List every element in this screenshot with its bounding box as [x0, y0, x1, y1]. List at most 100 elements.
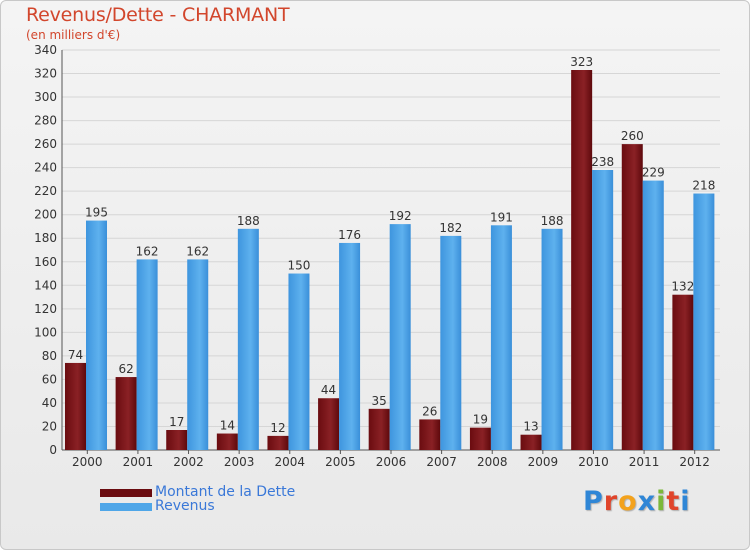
x-tick-label: 2010 — [578, 455, 609, 469]
bar-debt — [621, 144, 643, 450]
data-label-revenus: 218 — [692, 179, 715, 193]
bar-layer — [65, 70, 715, 450]
y-tick-label: 20 — [42, 419, 57, 433]
x-tick-label: 2003 — [224, 455, 255, 469]
legend-swatch-debt — [100, 489, 152, 497]
x-tick-label: 2002 — [173, 455, 204, 469]
bar-revenus — [541, 228, 563, 450]
bar-debt — [469, 427, 491, 450]
bar-debt — [672, 294, 694, 450]
bar-revenus — [187, 259, 209, 450]
data-label-revenus: 195 — [85, 206, 108, 220]
y-tick-label: 320 — [34, 67, 57, 81]
bar-debt — [318, 398, 340, 450]
bar-revenus — [389, 224, 411, 450]
data-label-debt: 132 — [671, 280, 694, 294]
y-tick-label: 140 — [34, 278, 57, 292]
y-tick-label: 260 — [34, 137, 57, 151]
logo-letter: P — [583, 486, 604, 517]
bar-revenus — [693, 193, 715, 450]
bar-debt — [520, 434, 542, 450]
data-label-revenus: 176 — [338, 228, 361, 242]
data-label-revenus: 188 — [541, 214, 564, 228]
x-tick-label: 2008 — [477, 455, 508, 469]
bar-debt — [216, 433, 238, 450]
x-tick-label: 2000 — [72, 455, 103, 469]
y-tick-label: 60 — [42, 372, 57, 386]
y-tick-label: 300 — [34, 90, 57, 104]
x-tick-label: 2012 — [679, 455, 710, 469]
x-tick-label: 2011 — [629, 455, 660, 469]
y-tick-label: 340 — [34, 43, 57, 57]
x-tick-label: 2007 — [426, 455, 457, 469]
data-label-debt: 19 — [473, 413, 488, 427]
data-label-revenus: 229 — [642, 166, 665, 180]
legend-swatch-revenus — [100, 503, 152, 511]
bar-debt — [65, 362, 86, 450]
y-tick-label: 160 — [34, 255, 57, 269]
y-tick-label: 100 — [34, 325, 57, 339]
data-label-debt: 12 — [270, 421, 285, 435]
bar-debt — [166, 430, 188, 450]
data-label-debt: 13 — [523, 420, 538, 434]
bar-debt — [368, 408, 390, 450]
legend-item-debt: Montant de la Dette — [100, 484, 360, 502]
data-label-revenus: 188 — [237, 214, 260, 228]
y-tick-label: 200 — [34, 208, 57, 222]
x-tick-label: 2009 — [528, 455, 559, 469]
logo-letter: i — [680, 486, 691, 517]
y-tick-label: 280 — [34, 114, 57, 128]
logo-letter: o — [618, 486, 638, 517]
chart-subtitle: (en milliers d'€) — [26, 28, 121, 42]
x-tick-label: 2005 — [325, 455, 356, 469]
data-label-debt: 44 — [321, 383, 336, 397]
y-tick-label: 120 — [34, 302, 57, 316]
data-label-revenus: 162 — [136, 244, 159, 258]
data-label-revenus: 182 — [439, 221, 462, 235]
bar-revenus — [136, 259, 158, 450]
bar-debt — [571, 70, 593, 450]
bar-debt — [115, 377, 137, 450]
bar-debt — [267, 435, 289, 450]
data-label-revenus: 162 — [186, 244, 209, 258]
label-layer: 0 20 40 60 80 100 120 140 160 180 200 220 240 260 280 3… — [34, 43, 715, 469]
logo-letter: x — [637, 486, 657, 517]
data-label-revenus: 150 — [288, 259, 311, 273]
logo-letter: t — [666, 486, 681, 517]
bar-debt — [419, 419, 441, 450]
data-label-debt: 62 — [118, 362, 133, 376]
logo-letter: i — [656, 486, 667, 517]
data-label-debt: 26 — [422, 404, 437, 418]
y-tick-label: 180 — [34, 231, 57, 245]
x-tick-label: 2006 — [376, 455, 407, 469]
proxiti-logo: Proxiti — [583, 486, 691, 517]
y-tick-label: 0 — [49, 443, 57, 457]
y-tick-label: 220 — [34, 184, 57, 198]
legend-item-revenus: Revenus — [100, 498, 360, 516]
data-label-revenus: 192 — [389, 209, 412, 223]
data-label-debt: 35 — [372, 394, 387, 408]
bar-revenus — [86, 220, 107, 450]
legend-label-revenus: Revenus — [155, 498, 215, 514]
data-label-debt: 17 — [169, 415, 184, 429]
data-label-debt: 323 — [570, 55, 593, 69]
x-tick-label: 2004 — [274, 455, 305, 469]
x-tick-label: 2001 — [123, 455, 154, 469]
y-tick-label: 80 — [42, 349, 57, 363]
bar-revenus — [440, 235, 462, 450]
data-label-revenus: 238 — [591, 155, 614, 169]
y-tick-label: 40 — [42, 396, 57, 410]
bar-revenus — [237, 228, 259, 450]
data-label-debt: 260 — [621, 129, 644, 143]
bar-revenus — [642, 180, 664, 450]
legend-label-debt: Montant de la Dette — [155, 484, 296, 500]
logo-letter: r — [603, 486, 619, 517]
data-label-debt: 74 — [68, 348, 83, 362]
data-label-debt: 14 — [220, 419, 235, 433]
bar-revenus — [592, 170, 614, 450]
data-label-revenus: 191 — [490, 210, 513, 224]
bar-revenus — [288, 273, 310, 450]
y-tick-label: 240 — [34, 161, 57, 175]
bar-revenus — [339, 242, 361, 450]
